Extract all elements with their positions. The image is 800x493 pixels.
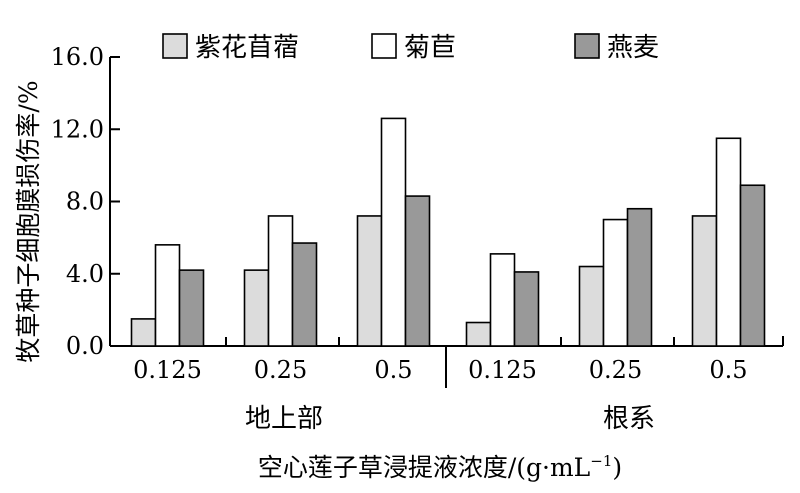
bars xyxy=(130,117,766,347)
bar xyxy=(739,184,766,347)
x-axis-title-exponent: −1 xyxy=(590,452,612,470)
legend-label: 燕麦 xyxy=(607,33,659,63)
bar xyxy=(691,215,718,347)
group-label: 根系 xyxy=(603,404,655,434)
x-tick-label: 0.5 xyxy=(709,356,747,384)
bar xyxy=(130,318,157,347)
bar xyxy=(178,269,205,347)
y-tick-label: 4.0 xyxy=(66,260,104,288)
y-tick-label: 0.0 xyxy=(66,332,104,360)
y-axis-title-text: 牧草种子细胞膜损伤率/% xyxy=(14,80,43,362)
x-tick-label: 0.125 xyxy=(133,356,202,384)
legend-label: 菊苣 xyxy=(404,33,456,63)
legend-swatch xyxy=(371,33,397,59)
bar xyxy=(578,265,605,347)
x-axis-title-close: ) xyxy=(612,453,622,482)
axes: 0.0 4.0 8.0 12.0 16.0 0.125 0.25 0.5 0.125 0.25 0.… xyxy=(51,43,784,434)
y-tick-label: 16.0 xyxy=(51,43,104,71)
legend: 紫花苜蓿 菊苣 燕麦 xyxy=(162,33,659,63)
x-tick-label: 0.125 xyxy=(468,356,537,384)
bar xyxy=(626,207,653,347)
bar xyxy=(243,269,270,347)
x-axis-title: 空心莲子草浸提液浓度/(g·mL−1) xyxy=(258,452,622,482)
y-tick-label: 8.0 xyxy=(66,188,104,216)
y-tick-label: 12.0 xyxy=(51,115,104,143)
bar xyxy=(380,117,407,347)
bar xyxy=(465,321,492,347)
bar xyxy=(404,195,431,347)
x-tick-label: 0.5 xyxy=(374,356,412,384)
bar xyxy=(291,242,318,347)
bar xyxy=(513,271,540,347)
group-label: 地上部 xyxy=(245,404,323,434)
x-tick-label: 0.25 xyxy=(589,356,642,384)
y-axis-title: 牧草种子细胞膜损伤率/% xyxy=(14,80,43,362)
bar xyxy=(489,253,516,347)
x-axis-title-main: 空心莲子草浸提液浓度/(g·mL xyxy=(258,453,590,482)
legend-swatch xyxy=(574,33,600,59)
legend-swatch xyxy=(162,33,188,59)
bar xyxy=(602,218,629,347)
bar xyxy=(356,215,383,347)
legend-label: 紫花苜蓿 xyxy=(195,33,299,63)
bar xyxy=(715,137,742,347)
bar xyxy=(154,244,181,347)
bar xyxy=(267,215,294,347)
x-tick-label: 0.25 xyxy=(254,356,307,384)
